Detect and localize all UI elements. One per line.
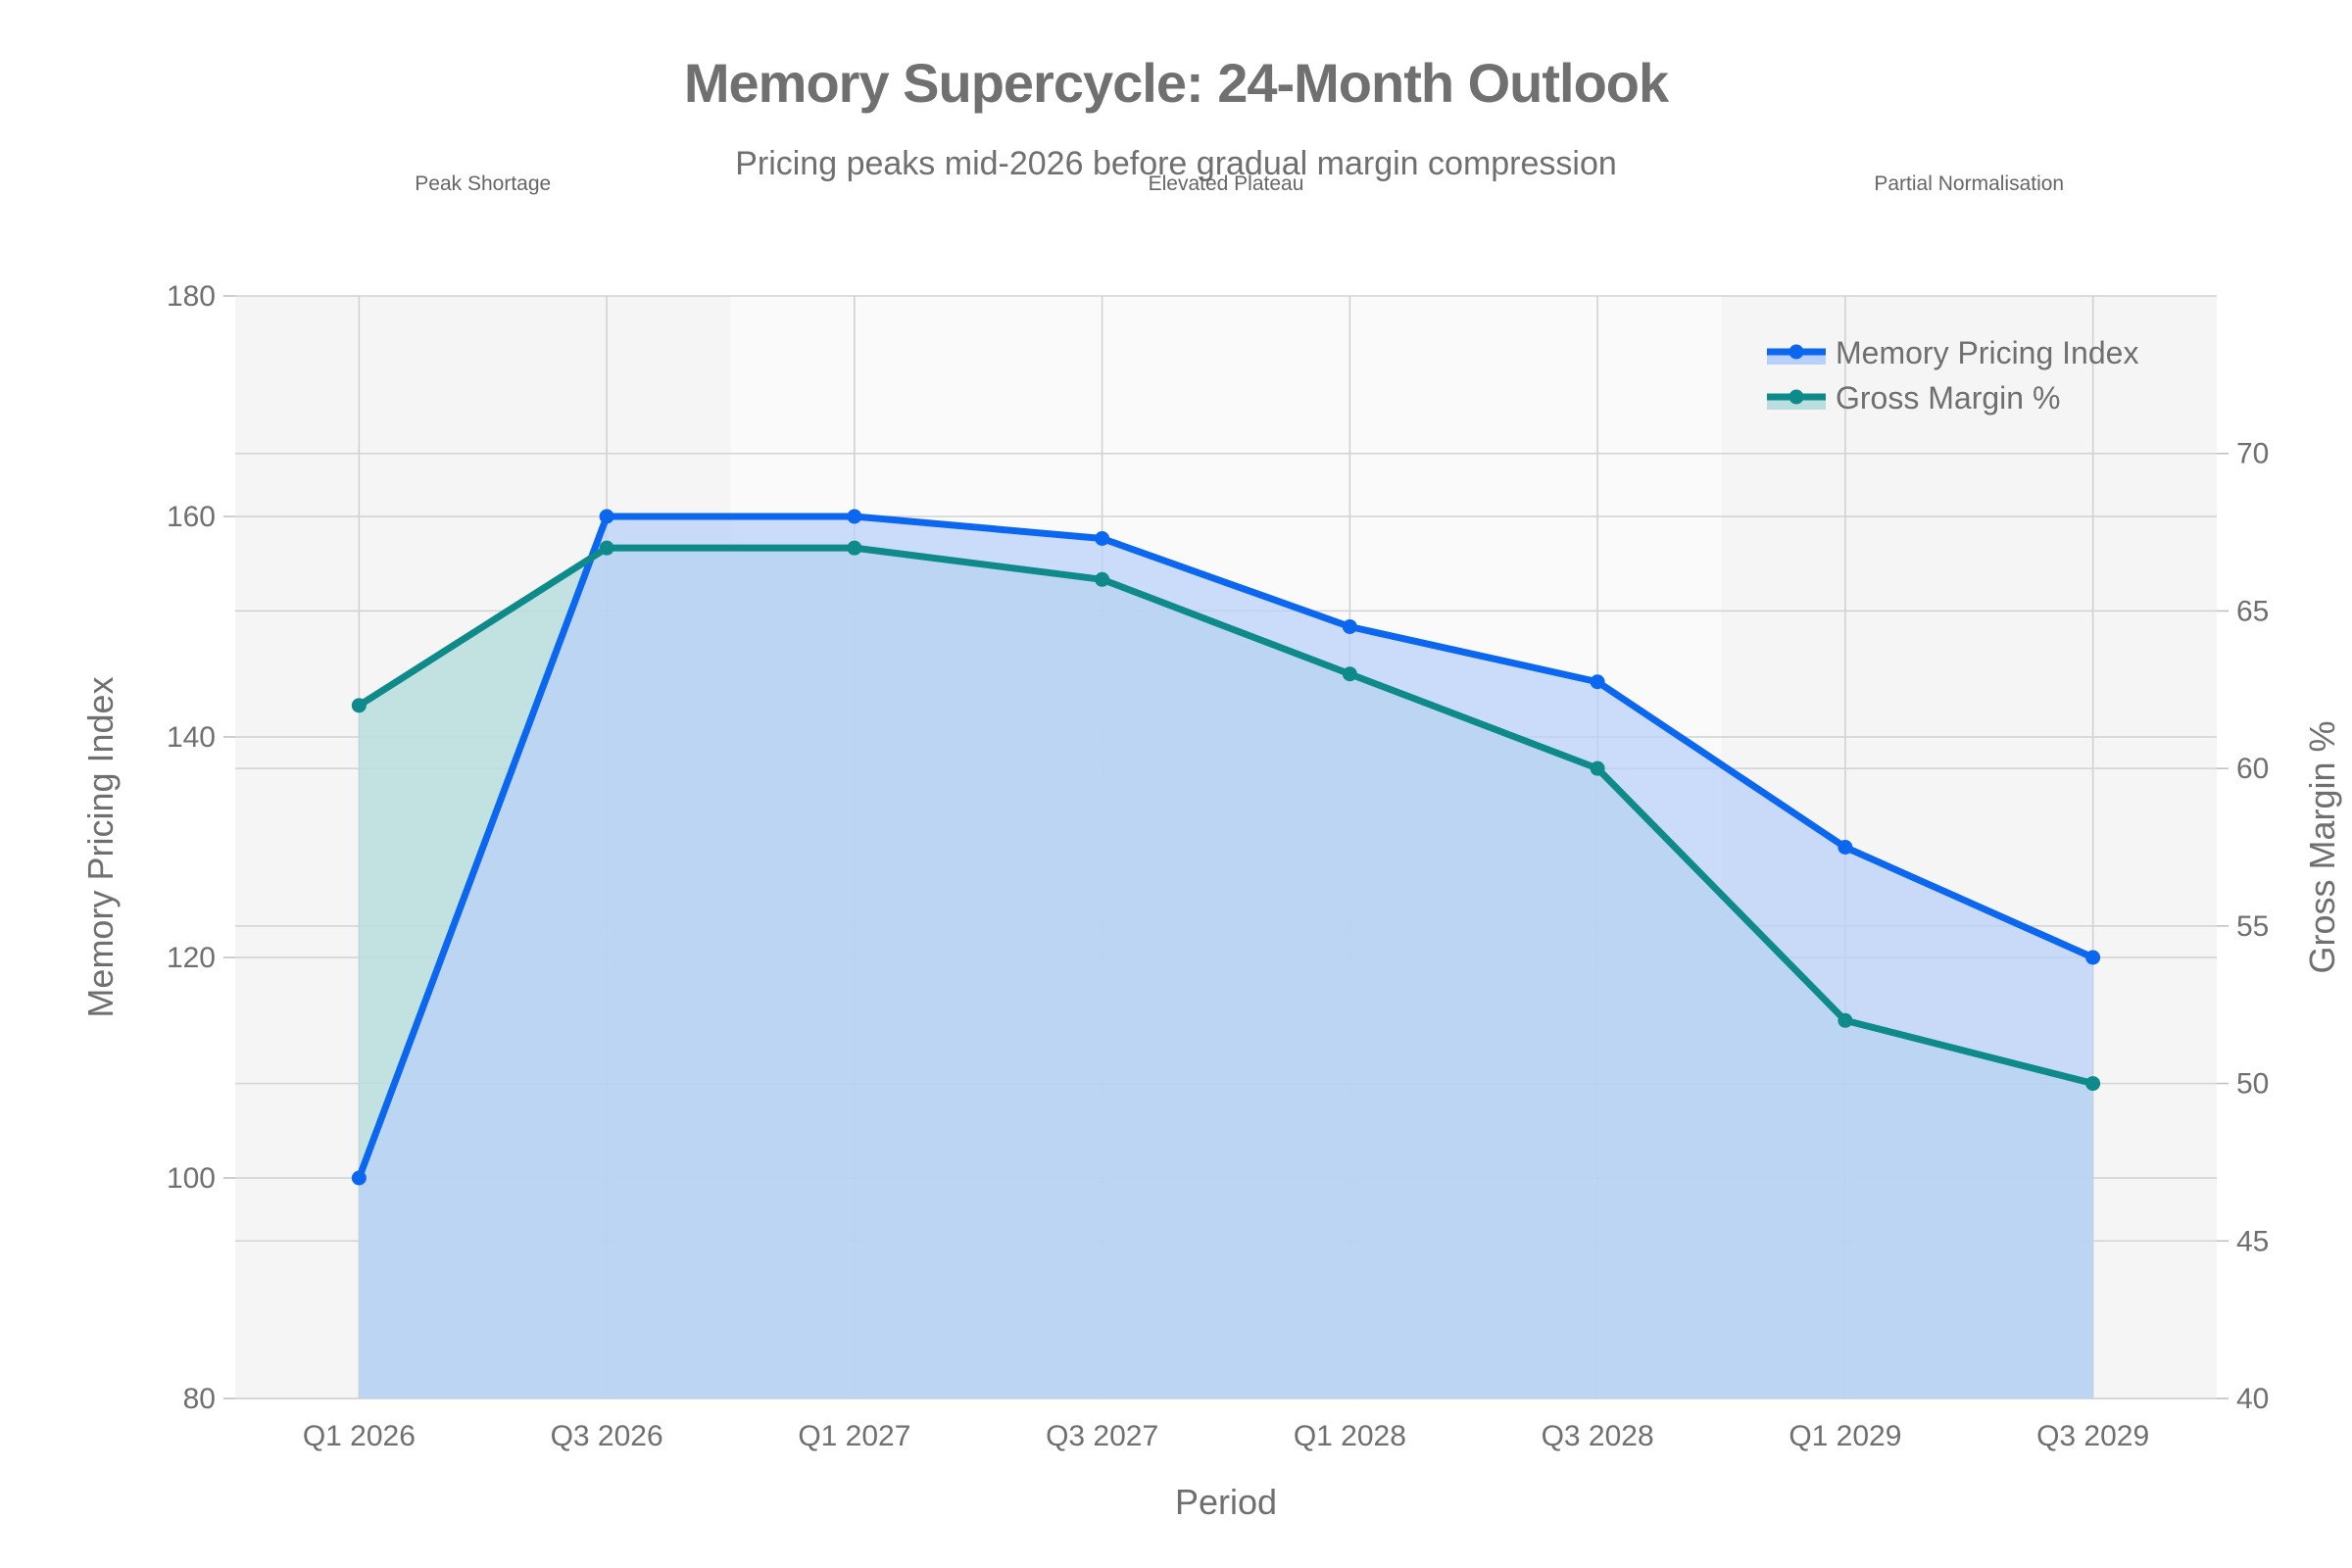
x-tick-label: Q1 2029 — [1788, 1420, 1901, 1452]
axis-titles: Period Memory Pricing Index Gross Margin % — [80, 676, 2342, 1522]
data-point — [2085, 1076, 2101, 1092]
data-point — [351, 698, 367, 713]
y-tick-label: 140 — [167, 721, 216, 754]
series-points — [351, 509, 2101, 1186]
series-lines — [355, 513, 2097, 1182]
y-tick-label: 120 — [167, 942, 216, 974]
data-point — [1095, 571, 1110, 587]
legend: Memory Pricing Index Gross Margin % — [1767, 335, 2138, 416]
y-tick-label: 100 — [167, 1162, 216, 1195]
x-tick-label: Q3 2027 — [1046, 1420, 1158, 1452]
phase-labels: Peak Shortage Elevated Plateau Partial Nor… — [415, 172, 2064, 195]
data-point — [1342, 666, 1357, 682]
y-axis-title: Memory Pricing Index — [80, 676, 121, 1017]
y-tick-label: 80 — [183, 1383, 216, 1415]
legend-label: Memory Pricing Index — [1836, 335, 2138, 370]
area-fills — [359, 516, 2093, 1398]
y2-tick-label: 45 — [2236, 1225, 2269, 1257]
chart-subtitle: Pricing peaks mid-2026 before gradual ma… — [735, 145, 1617, 182]
data-point — [351, 1170, 367, 1186]
x-tick-label: Q3 2029 — [2036, 1420, 2149, 1452]
phase-label: Partial Normalisation — [1874, 172, 2064, 195]
phase-label: Peak Shortage — [415, 172, 551, 195]
legend-label: Gross Margin % — [1836, 380, 2060, 416]
data-point — [847, 540, 862, 556]
data-point — [1590, 760, 1605, 776]
legend-swatch-marker — [1788, 344, 1804, 360]
data-point — [599, 540, 614, 556]
y2-tick-label: 55 — [2236, 910, 2269, 943]
series-line-pricing — [355, 513, 2097, 1182]
data-point — [1342, 619, 1357, 634]
x-tick-label: Q1 2027 — [798, 1420, 910, 1452]
data-point — [847, 509, 862, 524]
legend-swatch-marker — [1788, 389, 1804, 405]
data-point — [599, 509, 614, 524]
y-tick-label: 180 — [167, 280, 216, 313]
data-point — [1838, 840, 1853, 855]
x-axis-title: Period — [1175, 1482, 1277, 1522]
data-point — [1095, 531, 1110, 546]
y2-tick-label: 60 — [2236, 753, 2269, 785]
x-tick-label: Q3 2026 — [551, 1420, 663, 1452]
phase-label: Elevated Plateau — [1149, 172, 1304, 195]
data-point — [2085, 950, 2101, 965]
tick-labels: Q1 2026 Q3 2026 Q1 2027 Q3 2027 Q1 2028 Q3 20… — [167, 280, 2269, 1452]
chart-title: Memory Supercycle: 24-Month Outlook — [683, 52, 1669, 114]
y2-tick-label: 40 — [2236, 1383, 2269, 1415]
y2-tick-label: 50 — [2236, 1068, 2269, 1101]
y2-tick-label: 70 — [2236, 438, 2269, 470]
x-tick-label: Q1 2028 — [1294, 1420, 1406, 1452]
y2-tick-label: 65 — [2236, 595, 2269, 627]
y-tick-label: 160 — [167, 501, 216, 533]
data-point — [1838, 1012, 1853, 1028]
x-tick-label: Q1 2026 — [303, 1420, 416, 1452]
y2-axis-title: Gross Margin % — [2302, 720, 2342, 973]
x-tick-label: Q3 2028 — [1542, 1420, 1654, 1452]
series-line-margin — [355, 544, 2097, 1088]
data-point — [1590, 674, 1605, 690]
area-fill-pricing — [359, 516, 2093, 1398]
